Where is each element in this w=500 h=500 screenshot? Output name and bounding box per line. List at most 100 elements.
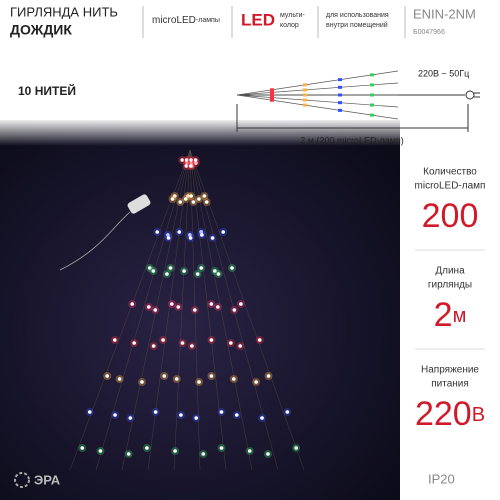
lamp — [179, 413, 183, 417]
ip-rating: IP20 — [428, 471, 455, 486]
diagram-lamp — [370, 103, 374, 107]
usage: внутри помещений — [326, 21, 388, 29]
brand-logo: ЭРА — [14, 472, 61, 488]
diagram — [236, 70, 480, 132]
lamp — [229, 341, 233, 345]
lamp-type: microLED-лампы — [152, 15, 220, 26]
lamp — [185, 161, 189, 165]
lamp — [194, 416, 198, 420]
diagram-lamp — [270, 88, 274, 92]
lamp — [199, 266, 204, 270]
diagram-lamp — [370, 113, 374, 117]
thread — [189, 149, 227, 471]
thread — [189, 149, 253, 471]
diagram-lamp — [370, 93, 374, 97]
specs: Количество microLED-ламп 200 Длина гирлянды 2… — [415, 167, 486, 433]
lamp — [80, 446, 85, 450]
lamp — [219, 446, 224, 450]
lamp — [146, 305, 151, 309]
lamp — [202, 194, 207, 198]
diagram-lamp — [270, 90, 274, 94]
lamp — [195, 272, 200, 276]
spec-value: 2м — [434, 296, 467, 334]
spec-value: 200 — [422, 197, 479, 235]
lamp — [247, 449, 252, 453]
spec-value: 220В — [415, 395, 485, 433]
lamp — [209, 302, 214, 306]
diagram-lamp — [303, 98, 307, 102]
color: колор — [280, 22, 299, 29]
plug — [465, 90, 475, 100]
spec-label: питания — [431, 379, 469, 390]
lamp — [234, 413, 239, 417]
lamp — [221, 230, 226, 234]
lamp — [183, 197, 188, 201]
lamp — [165, 272, 169, 276]
lamp — [238, 344, 243, 348]
cable — [59, 211, 131, 271]
lamp — [260, 416, 264, 420]
diagram-lamp — [270, 96, 274, 100]
spec-label: гирлянды — [428, 280, 472, 291]
diagram-lamp — [338, 108, 342, 112]
lamp — [239, 302, 243, 306]
title: ДОЖДИК — [10, 22, 72, 38]
lamp — [285, 410, 290, 414]
lamp — [213, 269, 217, 273]
spec-label: microLED-ламп — [415, 181, 486, 192]
thread — [173, 149, 191, 471]
lamp — [180, 158, 185, 162]
lamp — [189, 194, 193, 198]
lamp — [230, 266, 234, 270]
lamp — [113, 413, 117, 417]
lamp — [130, 302, 135, 306]
lamp — [184, 164, 189, 168]
lamp — [216, 305, 220, 309]
article: Б0047966 — [413, 29, 445, 36]
lamp — [219, 410, 224, 414]
model: ENIN-2NM — [413, 6, 476, 21]
lamp — [194, 161, 198, 165]
lamp — [176, 305, 181, 309]
lamp — [174, 377, 179, 381]
lamp — [166, 236, 171, 240]
lamp — [189, 158, 193, 162]
lamp — [232, 308, 237, 312]
thread — [189, 149, 305, 471]
lamp — [197, 380, 201, 384]
lamp — [161, 338, 165, 342]
diagram-lamp — [303, 88, 307, 92]
usage: для использования — [326, 12, 389, 19]
lamp — [204, 200, 209, 204]
lamp — [178, 200, 183, 204]
lamp — [188, 164, 193, 168]
lamp — [210, 236, 215, 240]
lamp — [168, 266, 173, 270]
lamp — [177, 230, 182, 234]
lamp — [254, 380, 258, 384]
lamp — [155, 230, 160, 234]
lamp — [189, 161, 194, 165]
controller — [127, 194, 151, 214]
diagram-lamp — [303, 93, 307, 97]
lamp — [199, 230, 204, 234]
lamp — [105, 374, 110, 378]
lamp — [147, 266, 152, 270]
lamp — [162, 374, 167, 378]
lamp — [231, 377, 236, 381]
lamp — [172, 194, 177, 198]
title: ГИРЛЯНДА НИТЬ — [10, 4, 118, 19]
lamp — [188, 233, 192, 237]
lamp — [180, 341, 185, 345]
lamp — [112, 338, 117, 342]
thread — [95, 149, 191, 471]
lamp — [98, 449, 103, 453]
diagram-lamp — [338, 93, 342, 97]
lamp — [209, 374, 214, 378]
lamp — [257, 338, 262, 342]
lamp — [182, 269, 186, 273]
lamp — [145, 446, 149, 450]
lamp — [191, 200, 196, 204]
lamp — [197, 197, 201, 201]
lamp — [200, 233, 204, 237]
